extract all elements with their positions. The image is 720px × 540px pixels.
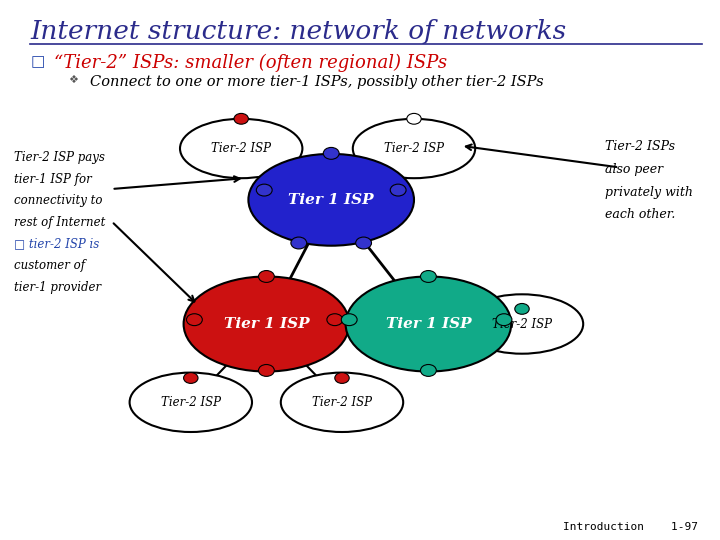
Text: tier-1 provider: tier-1 provider xyxy=(14,281,102,294)
Circle shape xyxy=(390,184,406,196)
Text: ❖: ❖ xyxy=(68,75,78,85)
Text: Tier-2 ISPs: Tier-2 ISPs xyxy=(605,140,675,153)
Text: “Tier-2” ISPs: smaller (often regional) ISPs: “Tier-2” ISPs: smaller (often regional) … xyxy=(54,54,447,72)
Text: rest of Internet: rest of Internet xyxy=(14,216,106,229)
Circle shape xyxy=(258,364,274,376)
Text: customer of: customer of xyxy=(14,259,86,272)
Circle shape xyxy=(496,314,512,326)
Text: Tier 1 ISP: Tier 1 ISP xyxy=(289,193,374,207)
Text: Tier-2 ISP: Tier-2 ISP xyxy=(492,318,552,330)
Text: each other.: each other. xyxy=(605,208,675,221)
Ellipse shape xyxy=(346,276,511,372)
Circle shape xyxy=(186,314,202,326)
Circle shape xyxy=(327,314,343,326)
Ellipse shape xyxy=(248,154,414,246)
Ellipse shape xyxy=(180,119,302,178)
Circle shape xyxy=(258,271,274,282)
Text: Connect to one or more tier-1 ISPs, possibly other tier-2 ISPs: Connect to one or more tier-1 ISPs, poss… xyxy=(90,75,544,89)
Text: Tier-2 ISP: Tier-2 ISP xyxy=(161,396,221,409)
Text: also peer: also peer xyxy=(605,163,663,176)
Text: Tier 1 ISP: Tier 1 ISP xyxy=(386,317,471,331)
Ellipse shape xyxy=(281,373,403,432)
Circle shape xyxy=(407,113,421,124)
Text: Tier-2 ISP: Tier-2 ISP xyxy=(312,396,372,409)
Circle shape xyxy=(420,271,436,282)
Ellipse shape xyxy=(461,294,583,354)
Text: Tier 1 ISP: Tier 1 ISP xyxy=(224,317,309,331)
Text: privately with: privately with xyxy=(605,186,693,199)
Ellipse shape xyxy=(130,373,252,432)
Text: Internet structure: network of networks: Internet structure: network of networks xyxy=(30,19,567,44)
Ellipse shape xyxy=(353,119,475,178)
Circle shape xyxy=(234,113,248,124)
Circle shape xyxy=(291,237,307,249)
Circle shape xyxy=(323,147,339,159)
Circle shape xyxy=(256,184,272,196)
Text: Introduction    1-97: Introduction 1-97 xyxy=(563,522,698,532)
Text: Tier-2 ISP: Tier-2 ISP xyxy=(384,142,444,155)
Circle shape xyxy=(420,364,436,376)
Circle shape xyxy=(184,373,198,383)
Circle shape xyxy=(356,237,372,249)
Ellipse shape xyxy=(184,276,349,372)
Text: Tier-2 ISP: Tier-2 ISP xyxy=(211,142,271,155)
Text: connectivity to: connectivity to xyxy=(14,194,103,207)
Circle shape xyxy=(335,373,349,383)
Text: Tier-2 ISP pays: Tier-2 ISP pays xyxy=(14,151,105,164)
Circle shape xyxy=(515,303,529,314)
Text: □ tier-2 ISP is: □ tier-2 ISP is xyxy=(14,238,99,251)
Circle shape xyxy=(341,314,357,326)
Text: tier-1 ISP for: tier-1 ISP for xyxy=(14,173,92,186)
Text: □: □ xyxy=(30,54,45,69)
